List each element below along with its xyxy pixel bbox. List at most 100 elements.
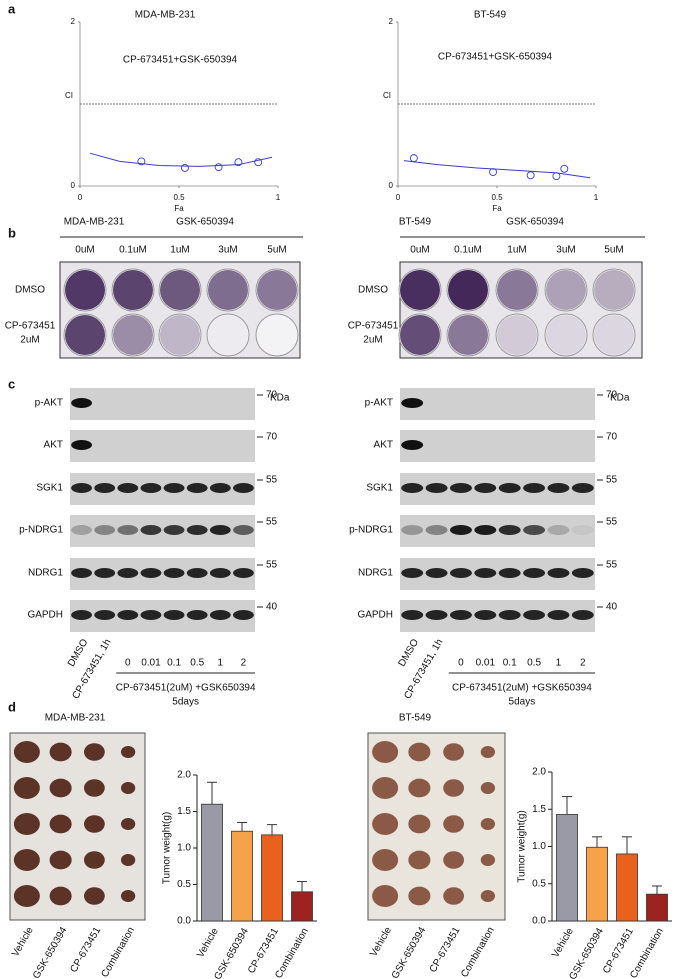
marker: 70 [266,390,278,401]
band [547,568,570,578]
band [449,483,472,493]
group-label: Combination [99,925,137,979]
lane-label: 0.1 [167,658,181,669]
chart-title: BT-549 [474,10,507,21]
band [71,568,92,578]
lane-label: 0.01 [476,658,496,669]
band [498,525,521,535]
lane-label: 0 [125,658,131,669]
group-label: GSK-650394 [390,925,429,979]
tumor [408,850,431,870]
y-tick-label: 0.0 [532,916,546,927]
blot [400,388,595,420]
band [547,483,570,493]
band [209,610,231,620]
band [233,525,254,535]
row-label: DMSO [15,285,45,296]
lane-label: DMSO [397,637,422,669]
tumor [13,777,40,799]
group-label: Vehicle [10,925,36,959]
protein: NDRG1 [358,568,393,579]
band [186,525,208,535]
band [117,568,139,578]
blot [70,388,255,420]
band [523,568,546,578]
stain [594,270,634,310]
lane-label: 1 [218,658,224,669]
treatment: CP-673451(2uM) +GSK650394 [116,683,256,694]
band [140,525,162,535]
bar [646,893,668,922]
marker: 55 [606,517,618,528]
lane-label: 0.5 [527,658,541,669]
band [140,568,162,578]
cell-line: BT-549 [399,713,432,724]
band [163,610,185,620]
tumor [480,745,496,759]
band [117,610,139,620]
protein: AKT [374,440,393,451]
tumor [13,741,40,763]
y-tick-label: 2.0 [177,770,191,781]
protein: SGK1 [36,483,63,494]
tumor [120,889,136,903]
band [474,568,497,578]
blot [400,515,595,547]
band [449,610,472,620]
band [523,483,546,493]
stain [594,315,634,355]
band [186,483,208,493]
lane-label: 0.01 [141,658,161,669]
well [495,313,539,357]
band [71,525,92,535]
tumor [443,851,465,869]
data-point [137,157,146,166]
data-point [180,164,189,172]
marker: 55 [266,517,278,528]
x-tick-label: 0.5 [173,193,185,202]
band [425,610,448,620]
tumor [443,815,465,833]
band [163,483,185,493]
group-label: Combination [459,925,497,979]
x-tick-label: Vehicle [195,926,221,960]
tumor [372,849,399,871]
protein: GAPDH [357,610,393,621]
stain [160,315,200,355]
panel-label: a [8,1,16,16]
bar [586,846,608,922]
tumor [480,889,496,903]
band [186,568,208,578]
tumor [83,815,105,833]
tumor [120,853,136,867]
band [117,483,139,493]
band [94,483,116,493]
band [233,568,254,578]
annotation: CP-673451+GSK-650394 [438,52,553,63]
marker: 55 [606,560,618,571]
y-tick-label: 1.0 [177,843,191,854]
band [498,568,521,578]
row-label: DMSO [358,285,388,296]
stain [160,270,200,310]
x-tick-label: 0 [396,193,401,202]
band [523,610,546,620]
stain [448,315,488,355]
band [233,483,254,493]
y-axis-label: Tumor weight(g) [162,812,173,884]
band [94,525,116,535]
y-tick-label: 2 [71,17,76,26]
tumor [372,741,399,763]
band [233,610,254,620]
tumor [83,851,105,869]
stain [546,315,586,355]
band [71,398,92,408]
y-tick-label: 0.5 [532,878,546,889]
band [498,610,521,620]
band [71,610,92,620]
marker: 55 [606,475,618,486]
band [449,525,472,535]
stain [208,270,248,310]
protein: p-NDRG1 [349,525,393,536]
band [71,483,92,493]
